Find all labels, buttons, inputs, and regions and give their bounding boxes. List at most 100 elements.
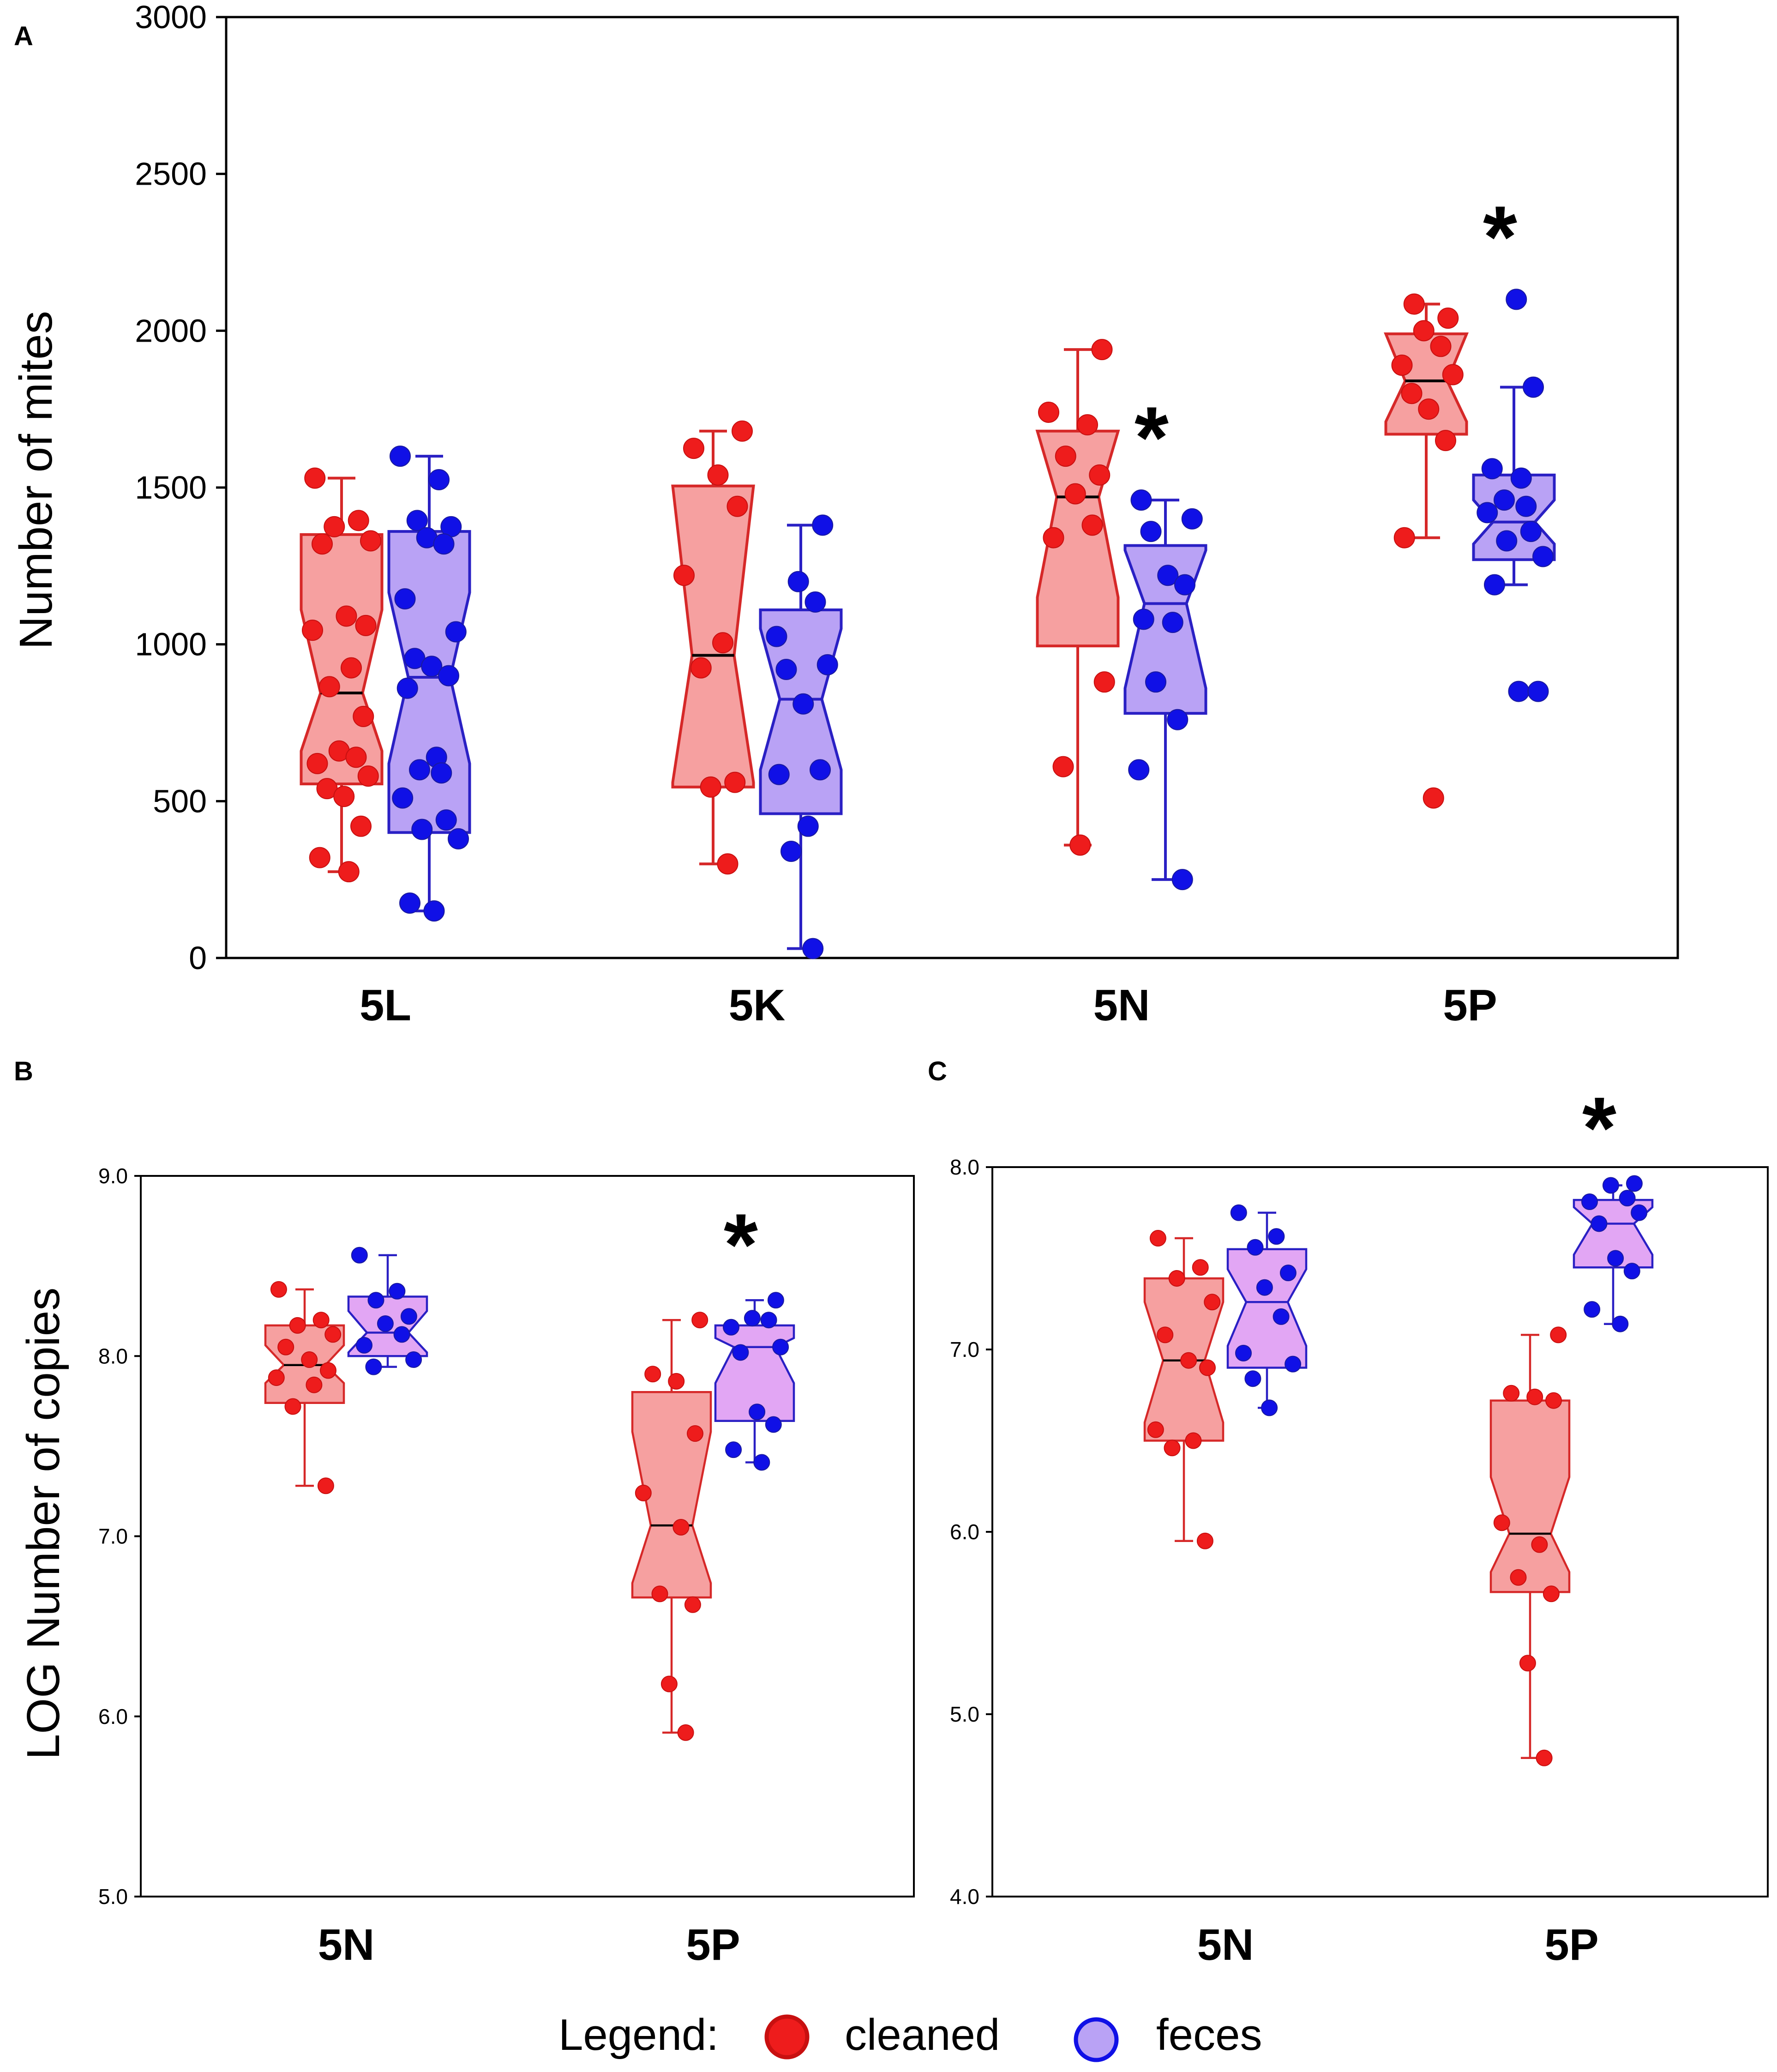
panel-b-feces-data-point: [772, 1338, 789, 1355]
panel-a-cleaned-data-point: [341, 657, 362, 679]
panel-c-feces-data-point: [1279, 1265, 1297, 1282]
panel-a-plot: 0 500 1000 1500 2000 2500 3000 5L 5K 5N * 5P *: [135, 0, 1679, 1030]
panel-a-cleaned-data-point: [318, 676, 340, 698]
panel-b-cleaned-data-point: [320, 1362, 336, 1379]
panel-a-cleaned-data-point: [732, 420, 753, 442]
panel-a-feces-data-point: [804, 591, 826, 613]
panel-a-cleaned-data-point: [1403, 293, 1425, 315]
panel-a-y-tick-label: 2500: [135, 156, 207, 192]
panel-a-y-axis-label: Number of mites: [10, 311, 62, 650]
panel-a-cleaned-data-point: [324, 516, 345, 537]
panel-b-cleaned-data-point: [668, 1373, 685, 1390]
panel-a-feces-data-point: [1477, 502, 1498, 524]
panel-a-cleaned-data-point: [1430, 336, 1452, 357]
panel-b-feces-data-point: [765, 1416, 782, 1433]
panel-a-feces-data-point: [1494, 489, 1515, 511]
panel-c-cleaned-data-point: [1503, 1385, 1520, 1402]
panel-c-y-tick-label: 4.0: [950, 1885, 979, 1909]
panel-a-cleaned-data-point: [304, 467, 326, 489]
panel-a-feces-data-point: [421, 656, 443, 677]
panel-c-cleaned-data-point: [1204, 1294, 1221, 1311]
panel-b-cleaned-data-point: [672, 1518, 690, 1536]
panel-a-feces-data-point: [1162, 612, 1183, 633]
panel-a-feces-data-point: [399, 892, 420, 914]
panel-a-feces-data-point: [1520, 521, 1542, 542]
panel-a-feces-data-point: [392, 787, 414, 809]
panel-b-significance-star: *: [724, 1196, 758, 1294]
panel-b-feces-data-point: [400, 1308, 417, 1325]
panel-c-cleaned-data-point: [1168, 1270, 1185, 1287]
panel-a-cleaned-data-point: [355, 614, 377, 636]
panel-b-cleaned-data-point: [312, 1312, 330, 1329]
panel-a-cleaned-data-point: [345, 747, 367, 768]
panel-b-cleaned-data-point: [268, 1369, 285, 1386]
panel-a-feces-data-point: [1128, 759, 1150, 781]
panel-a-significance-star: *: [1483, 188, 1517, 286]
panel-b-cleaned-data-point: [687, 1425, 703, 1442]
panel-b-cleaned-data-point: [289, 1317, 306, 1334]
panel-a-feces-data-point: [1506, 289, 1527, 310]
panel-a-letter: A: [14, 21, 33, 51]
panel-c-y-tick-label: 8.0: [950, 1155, 979, 1179]
panel-a-feces-data-point: [1510, 467, 1532, 489]
panel-b-cleaned-data-point: [635, 1484, 652, 1501]
panel-a-y-tick-label: 1500: [135, 470, 207, 506]
panel-b-feces-data-point: [367, 1292, 384, 1309]
panel-a-cleaned-data-point: [673, 565, 695, 586]
panel-c-cleaned-data-point: [1550, 1326, 1567, 1343]
panel-a-cleaned-data-point: [1093, 671, 1115, 693]
panel-a-cleaned-data-point: [1064, 483, 1086, 505]
panel-b-feces-data-point: [744, 1310, 761, 1327]
panel-a-cleaned-data-point: [348, 510, 369, 531]
panel-c-y-tick-label: 5.0: [950, 1702, 979, 1726]
panel-c-cleaned-data-point: [1526, 1388, 1543, 1405]
panel-a-x-category-label: 5K: [729, 981, 786, 1030]
panel-a-cleaned-data-point: [333, 786, 355, 807]
panel-a-feces-data-point: [780, 841, 802, 862]
panel-c-cleaned-box: [1489, 1399, 1571, 1593]
panel-b-feces-data-point: [351, 1247, 368, 1264]
panel-a-cleaned-data-point: [309, 847, 330, 868]
panel-c-cleaned-data-point: [1545, 1392, 1562, 1409]
panel-a-feces-data-point: [1130, 489, 1152, 511]
panel-c-cleaned-data-point: [1519, 1655, 1536, 1672]
panel-c-cleaned-data-point: [1149, 1230, 1166, 1247]
panel-a-cleaned-data-point: [683, 438, 704, 459]
panel-a-cleaned-data-point: [1393, 527, 1415, 548]
panel-a-feces-data-point: [1515, 495, 1537, 517]
panel-b-feces-data-point: [723, 1319, 739, 1336]
panel-c-letter: C: [928, 1056, 947, 1086]
panel-b-feces-data-point: [753, 1454, 770, 1471]
panel-a-cleaned-data-point: [360, 530, 381, 552]
panel-c-feces-data-point: [1584, 1301, 1601, 1318]
panel-b-letter: B: [14, 1056, 33, 1086]
panel-a-feces-data-point: [445, 621, 467, 643]
panel-a-cleaned-data-point: [1442, 364, 1464, 385]
panel-a-cleaned-data-point: [1069, 834, 1091, 856]
panel-a-x-category-label: 5P: [1443, 981, 1497, 1030]
panel-a-cleaned-data-point: [1437, 307, 1459, 329]
panel-a-cleaned-data-point: [302, 620, 323, 641]
panel-a-feces-data-point: [1532, 546, 1554, 567]
panel-c-cleaned-data-point: [1543, 1585, 1560, 1602]
panel-a-feces-data-point: [1508, 681, 1530, 702]
legend-label-feces: feces: [1156, 2010, 1262, 2060]
panel-c-feces-data-point: [1285, 1355, 1302, 1373]
panel-a: A Number of mites 0 500 1000 1500 2000 2500 30…: [10, 0, 1679, 1030]
panel-c-feces-data-point: [1235, 1344, 1252, 1361]
panel-b-cleaned-data-point: [284, 1398, 301, 1415]
panel-c-cleaned-data-point: [1157, 1326, 1174, 1343]
panel-c-feces-data-point: [1623, 1263, 1640, 1280]
panel-a-feces-data-point: [816, 654, 838, 675]
panel-b: B LOG Number of copies 5.0 6.0 7.0 8.0 9.0 5N…: [14, 1056, 915, 1970]
panel-a-cleaned-data-point: [717, 853, 738, 875]
panel-c-x-category-label: 5P: [1544, 1920, 1598, 1970]
panel-b-feces-data-point: [377, 1315, 394, 1332]
panel-c-feces-data-point: [1631, 1204, 1648, 1221]
panel-a-feces-data-point: [1171, 869, 1193, 891]
panel-a-feces-data-point: [787, 571, 809, 592]
panel-b-cleaned-data-point: [684, 1596, 701, 1613]
legend: Legend: cleaned feces: [558, 2010, 1262, 2062]
panel-a-y-tick-label: 1000: [135, 626, 207, 663]
